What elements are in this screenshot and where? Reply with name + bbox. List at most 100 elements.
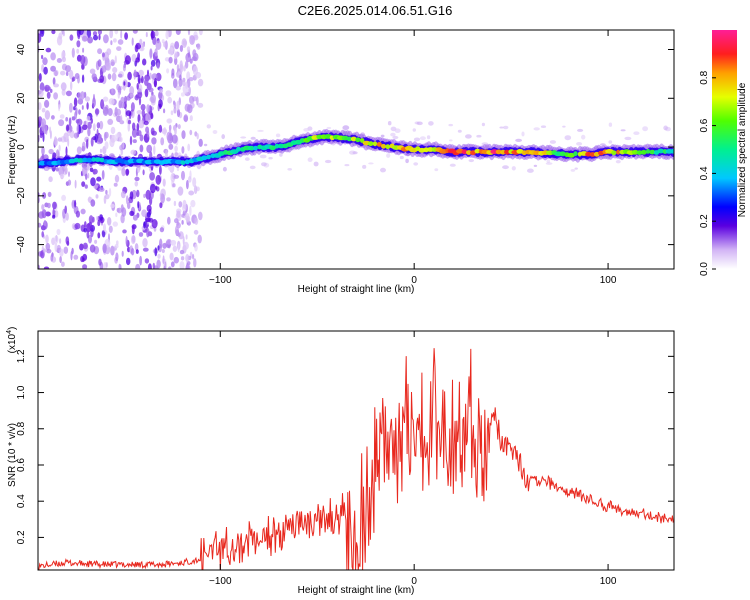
noise-speckle bbox=[64, 205, 67, 214]
noise-speckle bbox=[119, 136, 123, 143]
noise-speckle bbox=[103, 195, 107, 205]
noise-speckle bbox=[179, 63, 184, 73]
noise-speckle bbox=[42, 248, 47, 253]
noise-speckle bbox=[113, 182, 118, 187]
noise-speckle bbox=[129, 210, 135, 217]
noise-speckle bbox=[87, 173, 90, 179]
ridge-core bbox=[559, 151, 566, 157]
noise-speckle bbox=[116, 132, 119, 139]
noise-speckle bbox=[127, 119, 132, 125]
noise-speckle bbox=[51, 30, 56, 35]
noise-speckle bbox=[189, 115, 193, 122]
noise-speckle bbox=[50, 52, 56, 61]
noise-speckle bbox=[169, 42, 175, 52]
noise-speckle bbox=[82, 257, 85, 263]
noise-speckle bbox=[158, 99, 163, 108]
noise-speckle bbox=[46, 86, 51, 91]
noise-speckle bbox=[92, 123, 96, 131]
noise-speckle bbox=[99, 214, 103, 221]
ridge-core bbox=[367, 141, 374, 147]
noise-speckle bbox=[324, 159, 332, 164]
noise-speckle bbox=[41, 204, 45, 211]
y-tick-label: 20 bbox=[16, 92, 27, 104]
noise-speckle bbox=[515, 138, 522, 142]
noise-speckle bbox=[173, 101, 177, 109]
noise-speckle bbox=[154, 48, 158, 57]
ridge-core bbox=[670, 148, 674, 154]
noise-speckle bbox=[151, 137, 157, 145]
noise-speckle bbox=[120, 30, 123, 39]
noise-speckle bbox=[196, 96, 199, 106]
noise-speckle bbox=[56, 58, 63, 63]
y-tick-label: 0.4 bbox=[16, 494, 27, 508]
noise-speckle bbox=[52, 77, 56, 86]
noise-speckle bbox=[191, 56, 197, 61]
noise-speckle bbox=[150, 59, 156, 67]
noise-speckle bbox=[43, 219, 47, 227]
noise-speckle bbox=[45, 47, 52, 53]
noise-speckle bbox=[61, 89, 66, 96]
noise-speckle bbox=[66, 124, 70, 132]
noise-speckle bbox=[97, 220, 101, 227]
noise-speckle bbox=[287, 168, 293, 171]
colorbar-tick-label: 0.6 bbox=[699, 118, 710, 132]
noise-speckle bbox=[101, 170, 105, 180]
noise-speckle bbox=[109, 137, 115, 148]
noise-speckle bbox=[155, 174, 162, 185]
noise-speckle bbox=[175, 30, 181, 35]
noise-speckle bbox=[86, 115, 91, 121]
noise-speckle bbox=[50, 254, 54, 262]
spectrogram-panel: −100 0 100 −40 −20 0 20 40 Height of straight l… bbox=[7, 29, 675, 295]
x-tick-label: −100 bbox=[209, 275, 232, 286]
noise-speckle bbox=[190, 199, 196, 208]
noise-speckle bbox=[173, 200, 177, 207]
ridge-core bbox=[385, 144, 391, 150]
noise-speckle bbox=[65, 212, 69, 221]
noise-speckle bbox=[268, 157, 273, 160]
noise-speckle bbox=[145, 126, 150, 134]
spectrogram-frame bbox=[37, 29, 675, 270]
x-tick-label: 0 bbox=[411, 576, 417, 587]
noise-speckle bbox=[112, 67, 118, 73]
colorbar-tick-label: 0.2 bbox=[699, 214, 710, 228]
noise-speckle bbox=[134, 94, 139, 101]
noise-speckle bbox=[107, 108, 113, 116]
ridge-core bbox=[94, 157, 102, 163]
noise-speckle bbox=[449, 139, 453, 142]
noise-speckle bbox=[174, 57, 178, 66]
noise-speckle bbox=[540, 125, 547, 128]
noise-speckle bbox=[65, 90, 72, 97]
noise-speckle bbox=[173, 256, 179, 264]
noise-speckle bbox=[172, 245, 178, 252]
noise-speckle bbox=[174, 218, 179, 224]
chart-title: C2E6.2025.014.06.51.G16 bbox=[297, 3, 453, 18]
noise-speckle bbox=[419, 136, 426, 141]
noise-speckle bbox=[161, 249, 165, 253]
noise-speckle bbox=[124, 32, 128, 40]
noise-speckle bbox=[608, 140, 613, 144]
ridge-core bbox=[341, 135, 349, 141]
noise-speckle bbox=[168, 56, 173, 64]
noise-speckle bbox=[184, 60, 189, 69]
noise-speckle bbox=[193, 185, 198, 195]
noise-speckle bbox=[394, 128, 401, 133]
noise-speckle bbox=[187, 143, 191, 152]
noise-speckle bbox=[74, 73, 80, 80]
noise-speckle bbox=[570, 169, 576, 172]
noise-speckle bbox=[182, 199, 187, 209]
ridge-core bbox=[573, 151, 578, 157]
noise-speckle bbox=[165, 30, 169, 40]
noise-speckle bbox=[73, 97, 78, 107]
noise-speckle bbox=[139, 144, 144, 153]
noise-speckle bbox=[38, 33, 42, 43]
ridge-core bbox=[274, 143, 280, 149]
noise-speckle bbox=[468, 159, 474, 163]
noise-speckle bbox=[159, 238, 163, 249]
noise-speckle bbox=[167, 96, 173, 104]
noise-speckle bbox=[38, 222, 42, 228]
noise-speckle bbox=[96, 216, 99, 221]
noise-speckle bbox=[187, 104, 193, 114]
noise-speckle bbox=[154, 77, 157, 88]
noise-speckle bbox=[129, 93, 134, 98]
ridge-core bbox=[38, 160, 46, 166]
